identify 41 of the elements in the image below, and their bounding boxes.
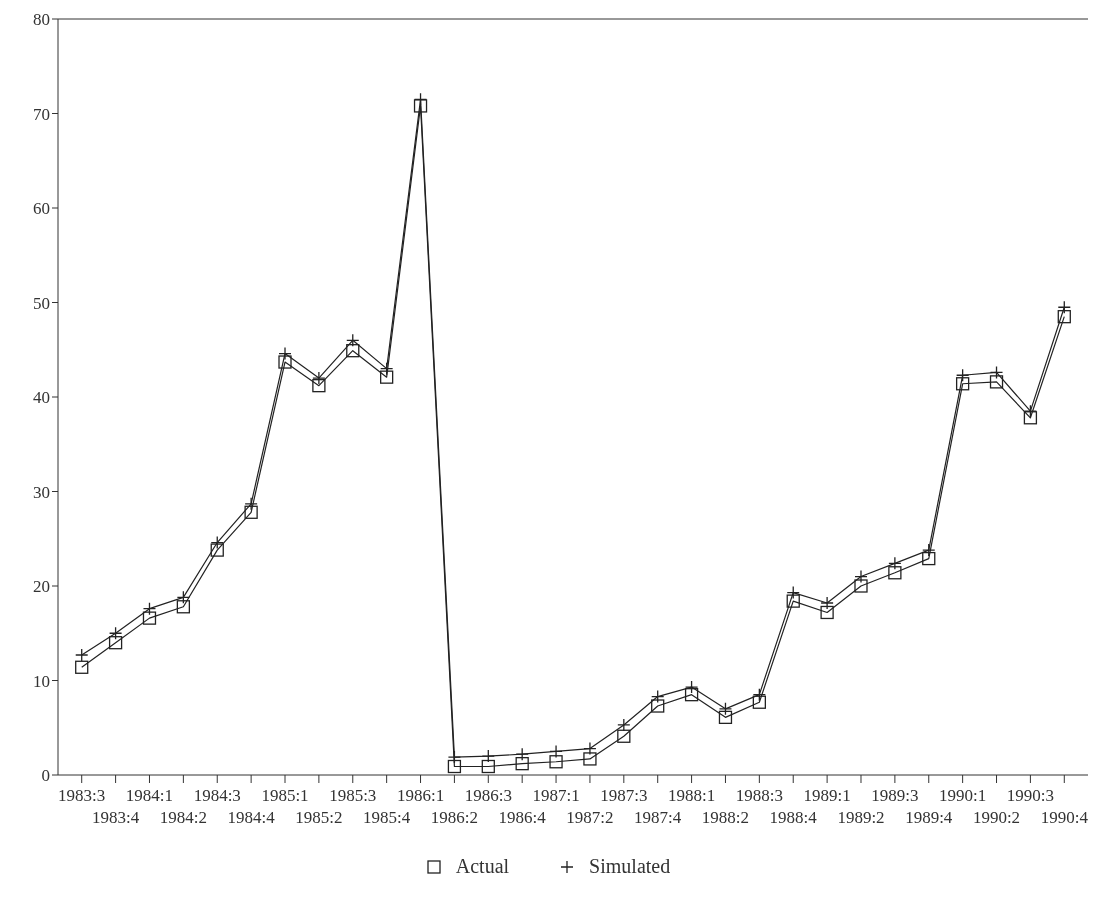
x-tick-label: 1989:2 [837,808,885,827]
x-tick-label: 1986:3 [464,786,512,805]
x-tick-label: 1984:2 [159,808,207,827]
x-tick-label: 1983:3 [58,786,106,805]
x-tick-label: 1985:3 [329,786,377,805]
x-tick-label: 1989:3 [871,786,919,805]
x-tick-label: 1985:1 [261,786,309,805]
x-tick-label: 1984:1 [125,786,174,805]
x-tick-label: 1985:2 [295,808,343,827]
y-tick-label: 0 [41,766,50,786]
x-tick-label: 1986:4 [498,808,547,827]
legend-label: Simulated [589,855,671,878]
x-tick-label: 1987:3 [600,786,648,805]
x-tick-label: 1986:1 [396,786,445,805]
x-tick-label: 1990:1 [939,786,987,805]
x-tick-label: 1985:4 [363,808,411,827]
y-tick-label: 60 [33,199,50,219]
x-tick-label: 1983:4 [91,808,140,827]
legend-label: Actual [455,855,510,878]
y-tick-label: 50 [33,293,50,313]
x-tick-label: 1988:3 [735,786,783,805]
y-tick-label: 20 [33,577,50,597]
x-tick-label: 1984:3 [193,786,241,805]
x-tick-label: 1987:2 [566,808,614,827]
x-tick-label: 1990:2 [972,808,1021,827]
x-tick-label: 1990:4 [1040,808,1089,827]
x-tick-label: 1988:1 [667,786,716,805]
y-tick-label: 30 [33,482,50,502]
x-tick-label: 1989:4 [905,808,953,827]
y-tick-label: 80 [33,10,50,30]
x-tick-label: 1987:1 [532,786,580,805]
y-tick-label: 70 [33,104,50,124]
x-tick-label: 1988:2 [701,808,750,827]
y-tick-label: 40 [33,388,50,408]
y-tick-label: 10 [33,671,50,691]
x-tick-label: 1987:4 [634,808,682,827]
x-tick-label: 1989:1 [803,786,851,805]
x-tick-label: 1984:4 [227,808,276,827]
x-tick-label: 1986:2 [430,808,479,827]
x-tick-label: 1988:4 [769,808,818,827]
x-tick-label: 1990:3 [1006,786,1055,805]
